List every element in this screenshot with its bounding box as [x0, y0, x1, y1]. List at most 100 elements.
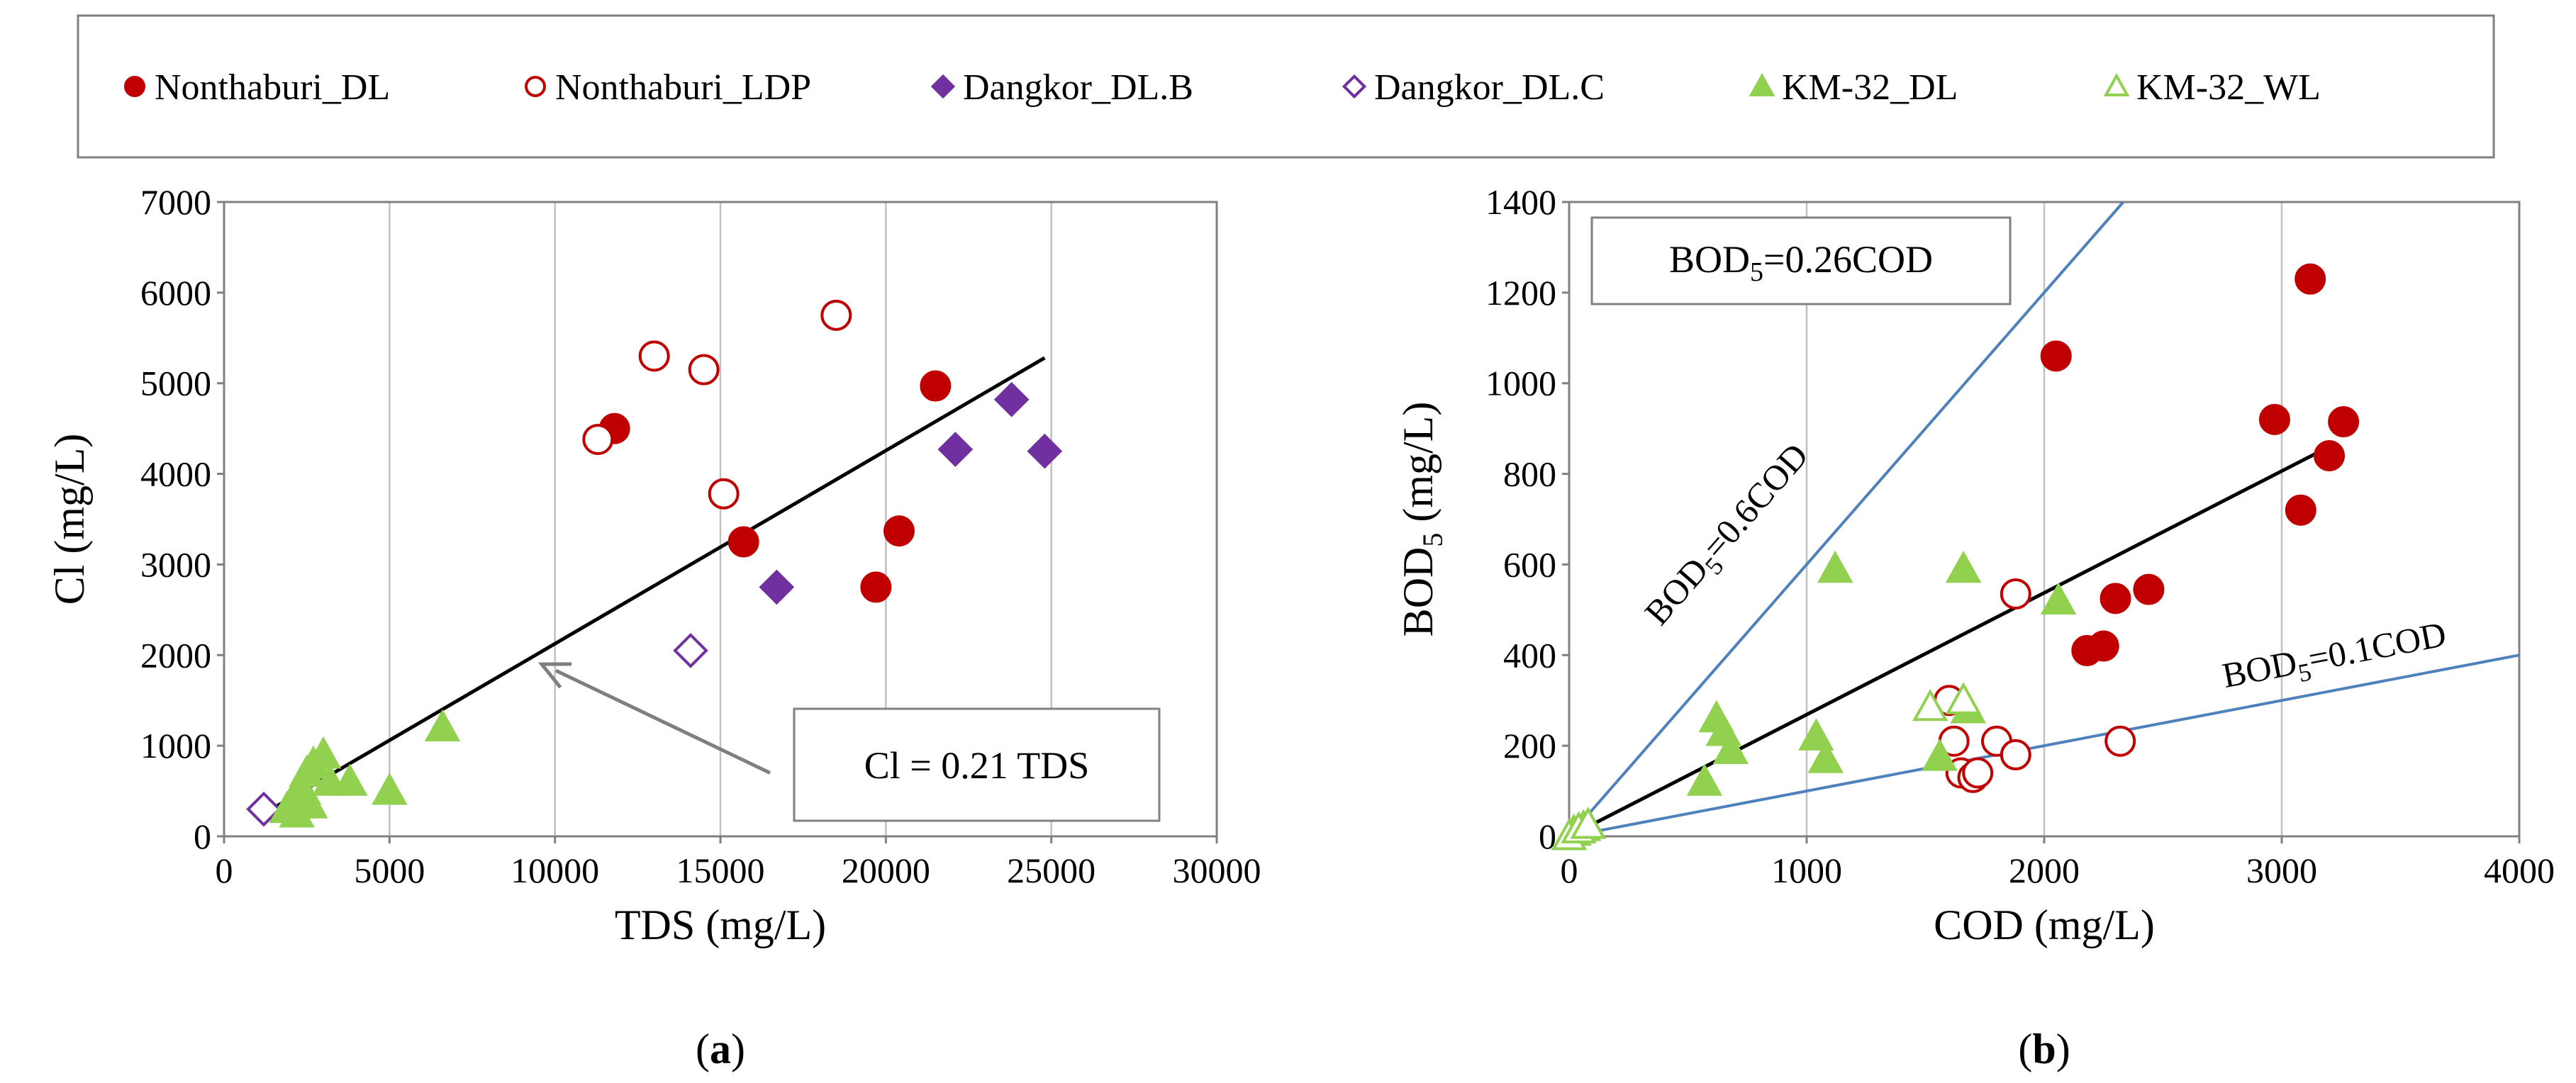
data-point: [2000, 578, 2031, 610]
x-tick-label: 0: [216, 851, 233, 890]
equation-label-sub: 5: [1750, 257, 1763, 287]
chart-panel-a: 0 5000 10000 15000 20000 25000 30000 0 1000 2000 3…: [46, 182, 1261, 1072]
data-point: [883, 515, 915, 547]
data-point: [920, 370, 952, 402]
data-point: [993, 381, 1030, 417]
panel-b-letter: b: [2032, 1026, 2056, 1072]
guide-line: [1568, 201, 2125, 838]
equation-box: [793, 707, 1161, 822]
data-point: [1817, 550, 1853, 583]
panel-b-y-axis-title-tail: (mg/L): [1395, 402, 1442, 533]
legend-label: Nonthaburi_DL: [155, 67, 390, 108]
equation-label: BOD5=0.26COD: [1669, 238, 1933, 287]
guide-line-label-tail: =0.1COD: [2305, 614, 2449, 679]
data-point: [2000, 739, 2031, 770]
data-point: [279, 795, 315, 828]
data-point: [2133, 573, 2165, 605]
data-point: [2087, 630, 2119, 662]
data-point: [2104, 725, 2136, 757]
x-tick-label: 5000: [354, 851, 425, 890]
x-tick-label: 3000: [2246, 851, 2317, 890]
legend-label: Nonthaburi_LDP: [555, 67, 811, 108]
annotation-arrow: [554, 668, 771, 775]
x-tick-label: 20000: [842, 851, 930, 890]
legend-label: Dangkor_DL.B: [963, 67, 1193, 108]
y-tick-label: 7000: [140, 182, 211, 222]
data-point: [2328, 406, 2360, 438]
data-point: [937, 432, 974, 467]
guide-line-label: BOD5=0.1COD: [2219, 614, 2450, 702]
y-tick-label: 0: [194, 817, 211, 856]
data-point: [673, 633, 708, 668]
data-point: [860, 571, 892, 603]
data-point: [1912, 688, 1948, 722]
data-point: [727, 526, 759, 558]
y-tick-label: 1400: [1485, 182, 1556, 222]
x-tick-label: 2000: [2009, 851, 2080, 890]
data-point: [246, 791, 281, 827]
data-point: [2040, 340, 2072, 372]
y-tick-label: 200: [1503, 726, 1556, 765]
data-point: [2295, 263, 2326, 295]
legend-marker-km-32-wl: [2103, 72, 2130, 96]
panel-a-label: (a): [696, 1026, 745, 1072]
y-tick-label: 1000: [140, 726, 211, 765]
trend-line: [1568, 444, 2331, 838]
y-tick-label: 3000: [140, 544, 211, 584]
legend-marker-dangkor-dl-b: [930, 74, 956, 99]
y-tick-label: 0: [1539, 817, 1556, 856]
data-point: [759, 569, 795, 605]
data-point: [582, 423, 614, 455]
data-point: [1945, 682, 1982, 714]
legend: Nonthaburi_DL Nonthaburi_LDP Dangkor_DL.B D…: [77, 14, 2495, 159]
data-point: [1027, 433, 1063, 469]
legend-marker-nonthaburi-ldp: [525, 76, 546, 97]
panel-a-letter: a: [710, 1026, 731, 1072]
data-point: [2258, 403, 2290, 435]
data-point: [1686, 763, 1723, 796]
equation-label-main: BOD: [1669, 238, 1750, 281]
chart-panel-b: 0 1000 2000 3000 4000 0 200 400 600 800 1000 1200 14…: [1395, 182, 2555, 1072]
x-tick-label: 25000: [1007, 851, 1095, 890]
x-tick-label: 4000: [2484, 851, 2555, 890]
legend-label: KM-32_WL: [2136, 67, 2321, 108]
panel-b-y-axis-title-sub: 5: [1417, 533, 1449, 547]
annotation-arrowhead: [537, 662, 572, 689]
data-point: [332, 763, 368, 796]
panel-b-x-axis-title: COD (mg/L): [1934, 902, 2155, 948]
x-tick-label: 1000: [1771, 851, 1842, 890]
data-point: [372, 773, 408, 805]
data-point: [2285, 494, 2316, 526]
guide-line-label: BOD5=0.6COD: [1637, 435, 1820, 636]
panel-a-y-axis-title: Cl (mg/L): [46, 434, 93, 605]
data-point: [2314, 440, 2345, 471]
legend-label: KM-32_DL: [1782, 67, 1958, 108]
legend-marker-dangkor-dl-c: [1342, 74, 1367, 99]
guide-line-label-main: BOD: [2219, 642, 2300, 695]
x-tick-label: 10000: [511, 851, 599, 890]
guide-line-label-tail: =0.6COD: [1695, 435, 1816, 566]
data-point: [1807, 741, 1844, 773]
data-point: [820, 299, 852, 331]
panel-b-y-axis-title: BOD5 (mg/L): [1395, 402, 1449, 637]
guide-line: [1568, 653, 2520, 838]
data-point: [1712, 731, 1749, 765]
panel-b-y-axis-title-main: BOD: [1395, 547, 1442, 637]
data-point: [638, 340, 670, 372]
y-tick-label: 5000: [140, 364, 211, 403]
data-point: [424, 709, 461, 742]
y-tick-label: 400: [1503, 635, 1556, 675]
equation-box: [1590, 216, 2012, 305]
data-point: [2100, 583, 2131, 615]
data-point: [2040, 582, 2077, 615]
data-point: [1798, 718, 1834, 751]
y-tick-label: 2000: [140, 635, 211, 675]
data-point: [1945, 550, 1982, 583]
data-point: [305, 736, 342, 769]
y-tick-label: 6000: [140, 273, 211, 313]
y-tick-label: 1200: [1485, 273, 1556, 313]
legend-frame: [77, 14, 2495, 159]
x-tick-label: 30000: [1173, 851, 1261, 890]
data-point: [688, 354, 720, 386]
